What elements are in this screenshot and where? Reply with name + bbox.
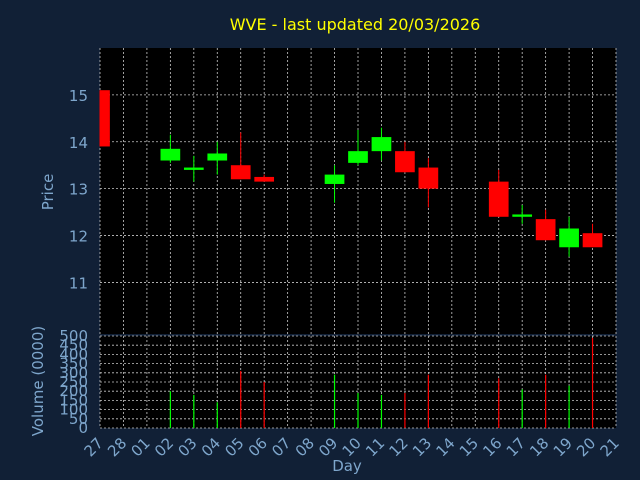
candle-body — [418, 167, 439, 189]
candle-body — [395, 151, 415, 173]
x-tick-label: 17 — [503, 434, 529, 460]
volume-tick-label: 0 — [78, 419, 88, 437]
candle-body — [348, 151, 368, 163]
x-tick-label: 03 — [174, 434, 200, 460]
x-tick-label: 01 — [128, 434, 154, 460]
x-tick-label: 12 — [386, 434, 412, 460]
x-tick-label: 15 — [456, 434, 482, 460]
x-tick-label: 16 — [479, 434, 505, 460]
candle-body — [535, 219, 556, 241]
candle-body — [100, 90, 110, 147]
x-tick-label: 04 — [198, 434, 224, 460]
x-tick-label: 14 — [432, 434, 458, 460]
volume-tick-label: 300 — [59, 364, 88, 382]
x-tick-label: 06 — [245, 434, 271, 460]
volume-tick-label: 150 — [59, 391, 88, 409]
chart-title: WVE - last updated 20/03/2026 — [230, 15, 481, 34]
price-tick-label: 11 — [69, 274, 88, 292]
price-panel-background — [100, 48, 616, 334]
x-tick-label: 20 — [573, 434, 599, 460]
price-tick-label: 13 — [69, 181, 88, 199]
volume-tick-label: 100 — [59, 401, 88, 419]
x-tick-label: 02 — [151, 434, 177, 460]
volume-tick-label: 200 — [59, 382, 88, 400]
volume-axis-label: Volume (0000) — [29, 326, 47, 436]
candle-body — [160, 148, 181, 161]
x-tick-label: 08 — [292, 434, 318, 460]
candle-body — [371, 137, 392, 152]
candlesticks — [99, 90, 603, 257]
price-tick-label: 14 — [69, 134, 88, 152]
volume-tick-label: 500 — [59, 327, 88, 345]
candle-body — [183, 167, 204, 170]
candle-body — [230, 165, 251, 180]
x-tick-label: 28 — [104, 434, 130, 460]
volume-tick-label: 50 — [69, 410, 88, 428]
x-axis-label: Day — [332, 457, 362, 475]
x-tick-label: 27 — [81, 434, 107, 460]
price-tick-label: 15 — [69, 87, 88, 105]
candle-body — [582, 233, 603, 248]
x-tick-label: 05 — [221, 434, 247, 460]
x-tick-label: 19 — [550, 434, 576, 460]
volume-tick-label: 350 — [59, 355, 88, 373]
price-axis-label: Price — [39, 174, 57, 211]
x-tick-label: 13 — [409, 434, 435, 460]
x-tick-label: 18 — [526, 434, 552, 460]
candle-body — [559, 228, 579, 248]
x-tick-label: 11 — [362, 434, 388, 460]
candle-body — [488, 181, 509, 217]
candle-body — [324, 174, 345, 184]
candle-body — [512, 214, 533, 217]
volume-tick-label: 450 — [59, 336, 88, 354]
x-tick-label: 07 — [268, 434, 294, 460]
volume-bars — [169, 337, 594, 428]
volume-tick-label: 400 — [59, 345, 88, 363]
price-tick-label: 12 — [69, 228, 88, 246]
candle-body — [207, 153, 228, 161]
volume-tick-label: 250 — [59, 373, 88, 391]
candle-body — [254, 176, 275, 182]
x-tick-label: 21 — [597, 434, 623, 460]
